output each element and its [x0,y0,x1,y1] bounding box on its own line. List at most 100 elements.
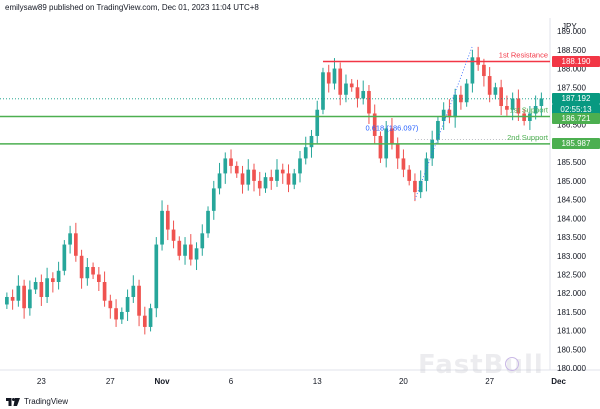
support2-price-tag: 185.987 [552,138,600,150]
candle-body [516,98,521,114]
candle-body [321,72,325,110]
candle-body [188,244,193,260]
fib-trend-line [414,45,473,200]
time-tick-label: 20 [399,377,408,386]
price-tick-label: 180.500 [557,345,586,354]
candle-body [252,169,256,181]
candle-body [441,109,446,121]
price-tick-label: 185.000 [557,177,586,186]
candle-body [355,87,360,99]
candle-body [326,72,331,84]
price-tick-label: 189.000 [557,27,586,36]
candle-body [263,177,268,189]
candle-body [10,296,15,301]
candle-body [211,188,216,211]
candle-body [436,120,440,140]
price-tick-label: 183.000 [557,252,586,261]
price-tick-label: 183.500 [557,233,586,242]
candle-body [171,229,176,241]
support1-label: 1st Support [510,105,549,114]
price-tick-label: 188.500 [557,46,586,55]
candle-body [367,91,371,114]
price-tick-label: 186.500 [557,121,586,130]
resistance-price-tag: 188.190 [552,55,600,67]
currency-label: JPY [562,22,577,31]
candle-body [183,244,187,256]
candle-body [401,158,406,170]
candle-body [137,285,141,316]
resistance-label: 1st Resistance [499,50,548,59]
candle-body [217,173,222,189]
candle-body [45,278,49,297]
candle-body [125,296,130,312]
candle-body [372,113,377,136]
candle-body [413,180,417,193]
candle-body [453,94,458,118]
support2-label: 2nd Support [507,133,549,142]
price-tick-label: 182.000 [557,289,586,298]
time-axis: 23 27 Nov 6 13 20 27 Dec [37,377,567,386]
candle-body [499,87,503,106]
price-tick-label: 187.500 [557,83,586,92]
candle-body [493,87,498,95]
candle-body [349,83,354,88]
footer-brand: TradingView [24,397,69,406]
publisher-header: emilysaw89 published on TradingView.com,… [5,3,259,12]
footer: TradingView [6,397,68,406]
candle-body [206,210,210,234]
candle-body [361,91,366,99]
candle-body [62,244,67,271]
candle-body [309,135,314,148]
price-tick-label: 185.500 [557,158,586,167]
candle-body [390,128,394,144]
candle-body [85,267,90,279]
candle-body [298,158,302,174]
candle-body [114,308,118,320]
candle-body [240,173,245,185]
candle-body [51,278,55,282]
fib-label: 0.618 (186.097) [365,123,418,132]
candle-body [459,94,463,103]
price-tick-label: 188.000 [557,65,586,74]
candle-body [246,169,251,185]
candle-body [160,210,164,245]
candle-body [338,68,343,95]
candle-body [522,113,526,121]
overlays: 1st Resistance 1st Support 2nd Support 0.61… [0,45,550,200]
time-tick-label: 23 [37,377,46,386]
candle-body [303,147,308,159]
candle-body [332,68,337,84]
watermark: FastBull [418,350,544,380]
candle-body [315,109,320,136]
chart-grid [0,18,600,371]
candle-body [102,282,107,301]
candle-body [154,244,159,309]
time-tick-label: 27 [485,377,494,386]
candle-body [16,285,21,301]
candle-body [470,57,475,84]
candle-body [39,282,44,297]
candle-body [108,300,113,309]
tradingview-logo-icon [6,397,20,406]
candle-body [482,64,486,77]
candle-body [407,169,412,181]
time-tick-label: Nov [154,377,170,386]
candle-body [223,158,228,174]
price-axis: JPY189.000188.500188.000187.500187.00018… [557,22,586,373]
candle-body [22,285,26,309]
candle-body [505,106,509,110]
time-tick-label: 13 [313,377,322,386]
candle-body [142,315,147,327]
candle-body [378,135,383,159]
price-tick-label: 184.000 [557,214,586,223]
candles [5,46,544,335]
price-tick-label: 184.500 [557,196,586,205]
candle-body [528,113,532,121]
candle-body [234,165,239,174]
time-tick-label: 27 [106,377,115,386]
candle-body [510,98,515,110]
candle-body [33,282,38,290]
candle-body [269,177,274,181]
candle-body [96,274,101,282]
